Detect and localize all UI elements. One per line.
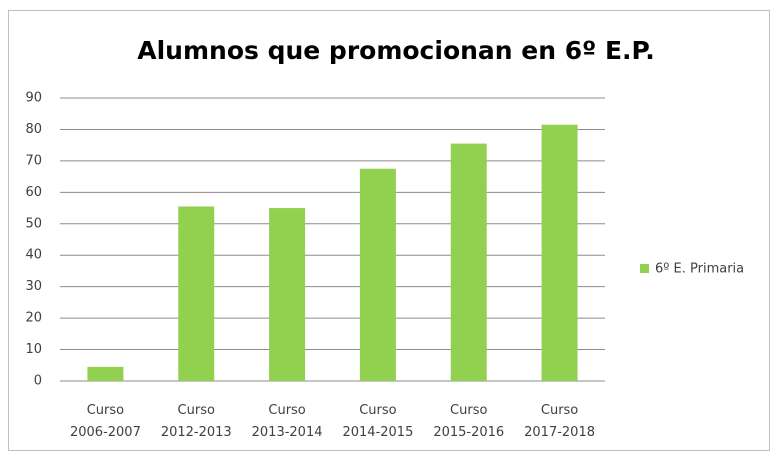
bar <box>541 124 578 381</box>
bar <box>269 208 306 381</box>
y-tick-label: 80 <box>25 122 42 137</box>
x-tick-label: Curso 2014-2015 <box>342 403 413 440</box>
x-tick-label: Curso 2012-2013 <box>161 403 232 440</box>
chart-title: Alumnos que promocionan en 6º E.P. <box>137 36 655 65</box>
y-tick-label: 0 <box>34 374 42 389</box>
bar <box>87 366 124 381</box>
y-tick-label: 30 <box>25 279 42 294</box>
legend-label: 6º E. Primaria <box>655 262 744 277</box>
bar <box>178 206 215 381</box>
y-tick-label: 70 <box>25 153 42 168</box>
y-tick-label: 50 <box>25 216 42 231</box>
y-tick-label: 20 <box>25 311 42 326</box>
bar <box>450 143 487 381</box>
y-tick-label: 10 <box>25 342 42 357</box>
y-tick-label: 90 <box>25 91 42 106</box>
y-tick-label: 60 <box>25 185 42 200</box>
x-tick-label: Curso 2017-2018 <box>524 403 595 440</box>
legend-swatch <box>640 264 649 273</box>
x-tick-label: Curso 2006-2007 <box>70 403 141 440</box>
x-tick-label: Curso 2015-2016 <box>433 403 504 440</box>
bar <box>359 168 396 381</box>
x-tick-label: Curso 2013-2014 <box>252 403 323 440</box>
y-tick-label: 40 <box>25 248 42 263</box>
